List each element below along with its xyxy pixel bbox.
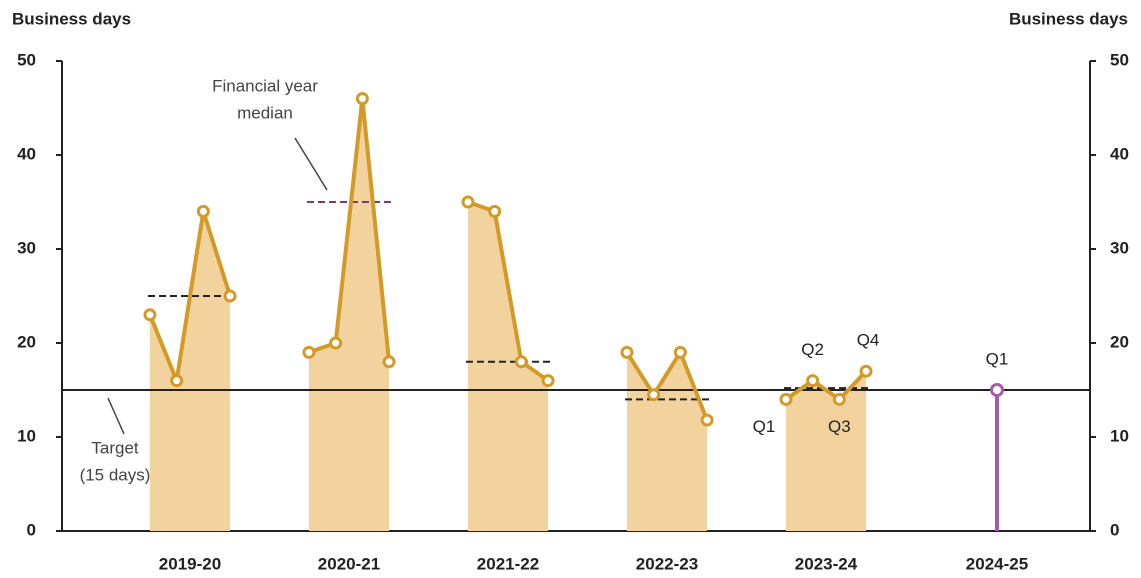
x-tick-label: 2019-20	[159, 554, 221, 573]
y2-tick-label: 0	[1110, 520, 1119, 539]
area	[785, 371, 867, 531]
quarter-label: Q2	[801, 340, 824, 359]
point	[514, 355, 528, 369]
y2-axis-title: Business days	[1009, 9, 1128, 28]
y-tick-label: 10	[17, 426, 36, 445]
point	[620, 345, 634, 359]
y-axis-title: Business days	[12, 9, 131, 28]
point	[859, 364, 873, 378]
line	[308, 96, 392, 363]
point	[170, 374, 184, 388]
quarter-label: Q4	[857, 331, 880, 350]
y-tick-label: 50	[17, 50, 36, 69]
annotation: (15 days)	[80, 465, 151, 484]
line	[625, 350, 709, 421]
y-tick-label: 20	[17, 332, 36, 351]
quarter-label: Q1	[753, 417, 776, 436]
point	[700, 413, 714, 427]
y2-tick-label: 10	[1110, 426, 1129, 445]
point	[832, 392, 846, 406]
point	[461, 195, 475, 209]
y2-tick-label: 30	[1110, 238, 1129, 257]
point	[143, 308, 157, 322]
point	[647, 388, 661, 402]
area	[626, 352, 708, 531]
y2-tick-label: 50	[1110, 50, 1129, 69]
point	[541, 374, 555, 388]
y-tick-label: 0	[27, 520, 36, 539]
point	[806, 374, 820, 388]
point	[990, 383, 1004, 397]
point	[355, 92, 369, 106]
annotation: Financial year	[212, 76, 318, 95]
median-leader	[294, 137, 328, 191]
point	[779, 392, 793, 406]
line	[467, 200, 550, 383]
x-tick-label: 2022-23	[636, 554, 698, 573]
x-tick-label: 2021-22	[477, 554, 539, 573]
point	[329, 336, 343, 350]
annotation: median	[237, 103, 293, 122]
point	[673, 345, 687, 359]
point	[382, 355, 396, 369]
annotation: Target	[91, 438, 139, 457]
point	[223, 289, 237, 303]
area	[308, 98, 390, 531]
target-leader	[107, 397, 125, 435]
point-label: Q1	[986, 349, 1009, 368]
quarter-label: Q3	[828, 417, 851, 436]
area	[149, 211, 231, 531]
x-tick-label: 2023-24	[795, 554, 858, 573]
line	[148, 209, 232, 383]
point	[196, 204, 210, 218]
area	[467, 202, 549, 531]
x-tick-label: 2020-21	[318, 554, 380, 573]
point	[488, 204, 502, 218]
y-tick-label: 30	[17, 238, 36, 257]
x-tick-label: 2024-25	[966, 554, 1028, 573]
point	[302, 345, 316, 359]
y-tick-label: 40	[17, 144, 36, 163]
line	[784, 369, 868, 402]
y2-tick-label: 20	[1110, 332, 1129, 351]
y2-tick-label: 40	[1110, 144, 1129, 163]
